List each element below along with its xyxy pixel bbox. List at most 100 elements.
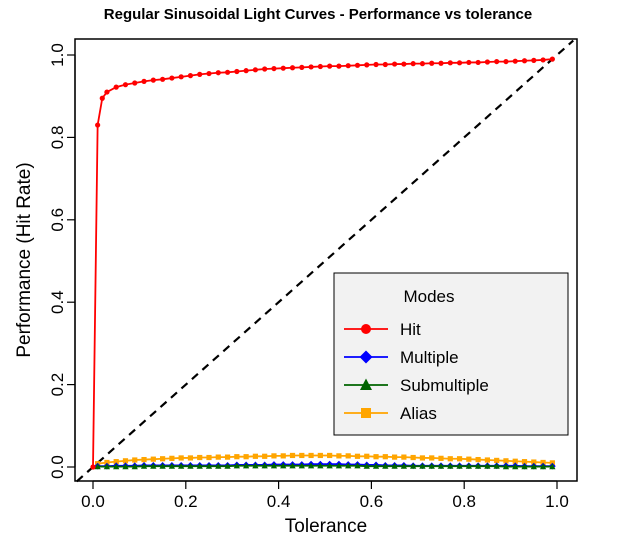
series-hit-point xyxy=(308,64,314,70)
series-hit-point xyxy=(317,63,323,70)
legend-title: Modes xyxy=(403,287,454,306)
series-submultiple-point xyxy=(549,463,556,470)
series-submultiple-point xyxy=(113,463,120,470)
series-submultiple-point xyxy=(243,462,250,469)
legend-item-submultiple: Submultiple xyxy=(344,376,489,395)
series-alias-point xyxy=(150,456,156,462)
series-hit-point xyxy=(132,80,138,86)
series-alias-point xyxy=(484,457,490,463)
series-hit-point xyxy=(475,59,481,66)
series-alias xyxy=(95,452,555,467)
legend-item-multiple: Multiple xyxy=(344,348,459,367)
series-alias-point xyxy=(373,454,379,460)
series-hit-point xyxy=(178,74,184,80)
series-alias-point xyxy=(382,454,388,460)
series-alias-point xyxy=(113,459,119,465)
series-submultiple-point xyxy=(252,462,259,469)
series-hit-point xyxy=(224,69,231,75)
series-hit-point xyxy=(280,65,286,71)
series-submultiple-point xyxy=(521,463,528,470)
series-alias-point xyxy=(317,452,323,459)
legend: Modes Hit Multiple Submultiple Alias xyxy=(333,272,569,436)
y-tick-label: 0.2 xyxy=(48,373,67,397)
series-alias-point xyxy=(160,456,166,462)
series-hit-point xyxy=(512,58,518,64)
series-alias-point xyxy=(132,457,138,463)
series-hit-point xyxy=(262,66,268,72)
x-axis-label: Tolerance xyxy=(285,516,367,537)
series-submultiple-point xyxy=(419,462,426,469)
series-alias-point xyxy=(215,454,221,460)
series-submultiple-point xyxy=(168,462,175,469)
series-hit-point xyxy=(540,57,546,63)
series-hit-point xyxy=(401,61,407,67)
series-submultiple-point xyxy=(447,462,454,469)
series-alias-point xyxy=(410,454,416,461)
series-alias-point xyxy=(252,453,258,459)
series-hit-point xyxy=(438,60,444,66)
series-alias-point xyxy=(104,459,110,466)
series-alias-point xyxy=(438,455,444,461)
series-submultiple-point xyxy=(410,462,417,469)
series-submultiple-point xyxy=(289,462,296,469)
series-hit-point xyxy=(187,73,194,79)
chart-title: Regular Sinusoidal Light Curves - Perfor… xyxy=(104,6,532,23)
series-hit-point xyxy=(345,63,351,69)
series-submultiple-point xyxy=(103,463,111,470)
y-tick-label: 0.4 xyxy=(48,290,67,314)
y-axis-label: Performance (Hit Rate) xyxy=(14,162,35,357)
y-axis: 0.0 0.2 0.4 0.6 0.8 1.0 xyxy=(48,43,76,479)
y-tick-label: 1.0 xyxy=(48,43,67,67)
series-submultiple-point xyxy=(94,463,101,470)
series-hit-point xyxy=(90,464,96,470)
series-hit-line xyxy=(92,58,553,468)
series-submultiple-point xyxy=(307,462,315,469)
legend-swatch-marker xyxy=(359,350,373,364)
series-alias-point xyxy=(178,455,184,461)
series-alias-point xyxy=(187,455,194,461)
series-submultiple-point xyxy=(280,462,287,469)
y-tick-label: 0.0 xyxy=(48,455,67,479)
series-alias-point xyxy=(299,452,305,459)
series-submultiple-point xyxy=(205,462,213,469)
legend-item-hit: Hit xyxy=(344,320,421,339)
series-submultiple-point xyxy=(382,462,389,469)
legend-box xyxy=(333,272,569,436)
x-tick-label: 0.0 xyxy=(81,492,105,511)
series-submultiple-point xyxy=(178,462,185,469)
series-submultiple-line xyxy=(97,464,553,468)
series-hit-point xyxy=(99,95,105,101)
series-alias-point xyxy=(419,455,426,461)
series-alias-point xyxy=(494,457,500,464)
series-hit-point xyxy=(150,77,156,83)
series-hit-point xyxy=(243,68,249,74)
x-tick-label: 1.0 xyxy=(545,492,569,511)
series-alias-point xyxy=(224,454,231,460)
series-alias-point xyxy=(503,458,509,464)
series-hit-point xyxy=(484,59,490,65)
series-submultiple-point xyxy=(187,462,194,469)
series-submultiple-point xyxy=(493,462,500,469)
series-alias-point xyxy=(206,454,212,461)
series-alias-point xyxy=(345,453,351,459)
y-tick-label: 0.8 xyxy=(48,126,67,150)
series-hit-point xyxy=(410,61,416,67)
diagonal-reference-line xyxy=(76,39,574,483)
series-alias-line xyxy=(97,454,553,465)
x-tick-label: 0.6 xyxy=(360,492,384,511)
series-hit xyxy=(90,56,555,470)
series-alias-point xyxy=(243,454,249,460)
series-alias-point xyxy=(456,456,463,462)
series-hit-point xyxy=(456,60,463,66)
series-hit-point xyxy=(327,63,333,69)
series-hit-point xyxy=(447,60,453,66)
legend-item-alias: Alias xyxy=(344,404,437,423)
series-submultiple-point xyxy=(270,462,278,469)
series-submultiple-point xyxy=(140,462,148,469)
series-submultiple-point xyxy=(345,462,352,469)
series-hit-point xyxy=(289,65,296,71)
series-submultiple-point xyxy=(122,463,129,470)
series-alias-point xyxy=(429,455,435,461)
series-submultiple-point xyxy=(131,463,138,470)
